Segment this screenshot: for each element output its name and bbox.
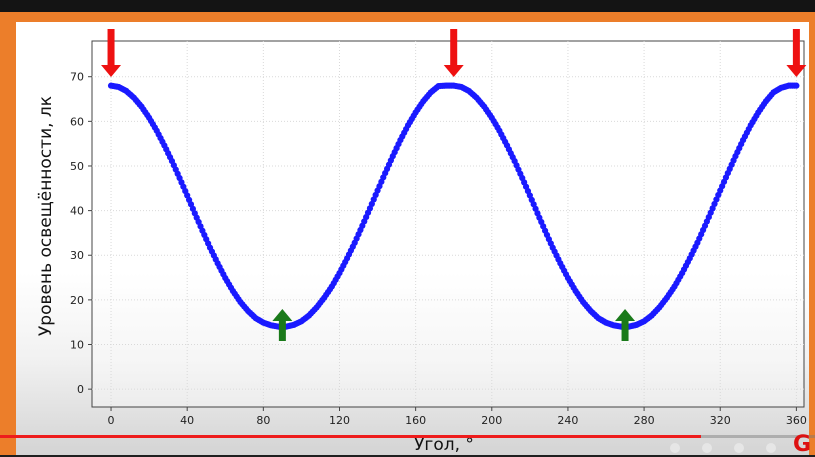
y-tick-label: 30 — [70, 249, 84, 262]
max-arrow-icon — [786, 29, 807, 77]
extremum-markers — [101, 29, 807, 341]
x-tick-label: 40 — [180, 414, 194, 427]
x-axis-ticks: 0 40 80 120 160 200 240 280 320 360 — [108, 407, 807, 427]
player-controls — [660, 441, 815, 455]
y-axis-title: Уровень освещённости, лк — [36, 95, 56, 337]
min-arrow-icon — [272, 309, 293, 341]
data-series — [107, 82, 800, 330]
y-tick-label: 40 — [70, 205, 84, 218]
channel-logo-icon: G — [793, 432, 812, 457]
max-arrow-icon — [443, 29, 464, 77]
x-tick-label: 120 — [329, 414, 350, 427]
plot-area — [91, 40, 805, 408]
y-tick-label: 50 — [70, 160, 84, 173]
chart-panel — [16, 22, 809, 455]
y-tick-label: 0 — [77, 383, 84, 396]
captions-icon[interactable] — [702, 443, 712, 453]
data-point — [793, 82, 800, 89]
x-tick-label: 320 — [710, 414, 731, 427]
y-tick-label: 20 — [70, 294, 84, 307]
x-tick-label: 80 — [256, 414, 270, 427]
max-arrow-icon — [101, 29, 122, 77]
x-tick-label: 200 — [481, 414, 502, 427]
settings-icon[interactable] — [670, 443, 680, 453]
x-tick-label: 0 — [108, 414, 115, 427]
video-progress-fill — [0, 435, 701, 438]
min-arrow-icon — [615, 309, 636, 341]
x-tick-label: 240 — [557, 414, 578, 427]
y-axis-ticks: 0 10 20 30 40 50 60 70 — [70, 71, 92, 396]
y-tick-label: 10 — [70, 339, 84, 352]
x-tick-label: 360 — [786, 414, 807, 427]
y-tick-label: 70 — [70, 71, 84, 84]
fullscreen-icon[interactable] — [766, 443, 776, 453]
x-tick-label: 280 — [634, 414, 655, 427]
x-axis-title: Угол, ° — [414, 435, 474, 455]
x-tick-label: 160 — [405, 414, 426, 427]
grid-lines — [92, 41, 804, 407]
top-bar — [0, 0, 815, 12]
y-tick-label: 60 — [70, 115, 84, 128]
share-icon[interactable] — [734, 443, 744, 453]
